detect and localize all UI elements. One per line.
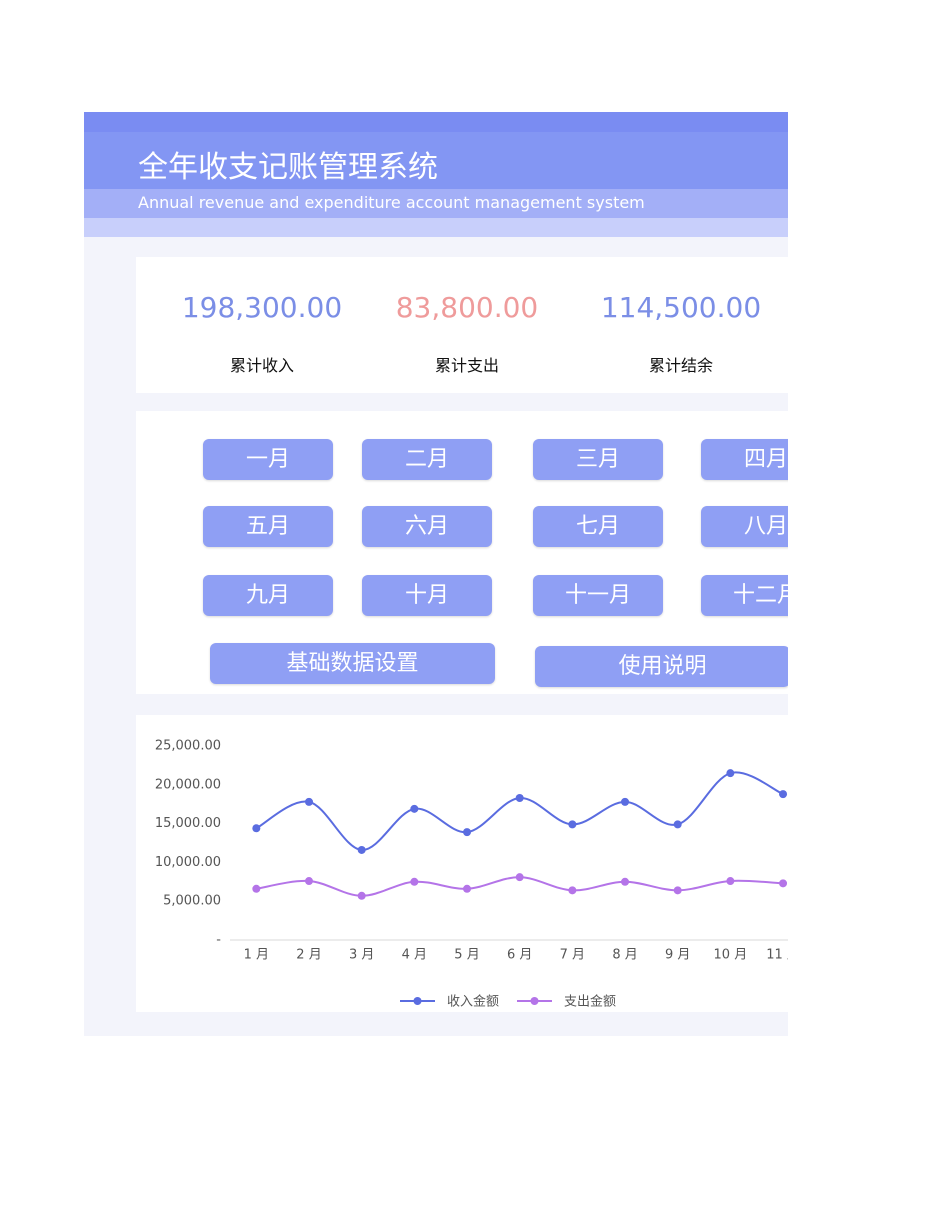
chart: - 5,000.00 10,000.00 15,000.00 20,000.00 25,0…	[155, 739, 788, 1010]
subtitle: Annual revenue and expenditure account m…	[138, 193, 645, 212]
subheader: Annual revenue and expenditure account m…	[84, 189, 788, 218]
y-tick-label: 15,000.00	[155, 816, 221, 831]
month-button[interactable]: 十二月	[701, 575, 788, 616]
x-tick-label: 10 月	[714, 948, 748, 963]
dashboard: 全年收支记账管理系统 Annual revenue and expenditur…	[84, 112, 788, 1036]
data-point	[305, 797, 314, 806]
data-point	[568, 820, 577, 829]
data-point	[357, 845, 366, 854]
title: 全年收支记账管理系统	[138, 150, 438, 185]
summary-card: 198,300.00 累计收入 83,800.00 累计支出 114,500.00 累计结…	[136, 257, 788, 393]
header-band	[84, 218, 788, 237]
header: 全年收支记账管理系统	[84, 132, 788, 189]
data-point	[252, 884, 261, 893]
action-button[interactable]: 基础数据设置	[210, 643, 495, 684]
data-point	[673, 820, 682, 829]
data-point	[305, 877, 314, 886]
stat-value: 114,500.00	[600, 291, 762, 324]
month-button[interactable]: 五月	[203, 506, 333, 547]
stat-label: 累计支出	[434, 356, 499, 375]
menu-card: 一月 二月 三月 四月五月 六月 七月 八月九月 十月 十一月 十二月基础数据设置 使用说明	[136, 411, 788, 694]
x-tick-label: 6 月	[507, 948, 532, 963]
data-point	[673, 886, 682, 895]
x-tick-label: 2 月	[296, 948, 321, 963]
x-tick-label: 5 月	[454, 948, 479, 963]
x-tick-label: 4 月	[402, 948, 427, 963]
data-point	[463, 884, 472, 893]
y-tick-label: 25,000.00	[155, 739, 221, 754]
chart-card: - 5,000.00 10,000.00 15,000.00 20,000.00 25,0…	[136, 715, 788, 1012]
month-button[interactable]: 八月	[701, 506, 788, 547]
x-tick-label: 11 月	[766, 948, 788, 963]
data-point	[410, 804, 419, 813]
x-tick-label: 9 月	[665, 948, 690, 963]
month-button[interactable]: 四月	[701, 439, 788, 480]
series-line	[255, 771, 784, 851]
x-tick-label: 7 月	[560, 948, 585, 963]
data-point	[726, 877, 735, 886]
data-point	[357, 891, 366, 900]
month-button[interactable]: 三月	[533, 439, 663, 480]
x-tick-label: 8 月	[612, 948, 637, 963]
month-button[interactable]: 七月	[533, 506, 663, 547]
data-point	[515, 873, 524, 882]
action-button[interactable]: 使用说明	[535, 646, 788, 687]
data-point	[621, 877, 630, 886]
data-point	[779, 790, 788, 799]
data-point	[779, 879, 788, 888]
data-point	[568, 886, 577, 895]
data-point	[410, 877, 419, 886]
x-tick-label: 3 月	[349, 948, 374, 963]
data-point	[726, 769, 735, 778]
month-button[interactable]: 九月	[203, 575, 333, 616]
stat-label: 累计收入	[229, 356, 294, 375]
legend-label: 支出金额	[564, 994, 616, 1010]
stat-value: 198,300.00	[181, 291, 343, 324]
x-tick-label: 1 月	[244, 948, 269, 963]
month-button[interactable]: 六月	[362, 506, 492, 547]
stat-label: 累计结余	[648, 356, 713, 375]
data-point	[463, 828, 472, 837]
legend-marker	[413, 997, 422, 1005]
data-point	[252, 824, 261, 833]
legend-marker	[530, 997, 539, 1005]
stat-value: 83,800.00	[395, 291, 539, 324]
month-button[interactable]: 二月	[362, 439, 492, 480]
month-button[interactable]: 十月	[362, 575, 492, 616]
y-tick-label: 5,000.00	[163, 894, 221, 909]
month-button[interactable]: 一月	[203, 439, 333, 480]
y-tick-label: 20,000.00	[155, 777, 221, 792]
header-band	[84, 112, 788, 132]
y-tick-label: -	[216, 933, 221, 948]
legend-label: 收入金额	[447, 994, 499, 1010]
data-point	[621, 797, 630, 806]
y-tick-label: 10,000.00	[155, 855, 221, 870]
month-button[interactable]: 十一月	[533, 575, 663, 616]
data-point	[515, 793, 524, 802]
